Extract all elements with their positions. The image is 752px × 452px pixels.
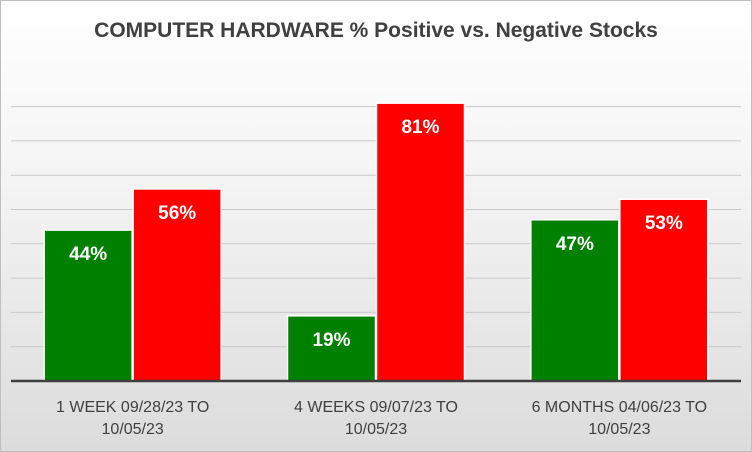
data-label: 53% [645, 213, 683, 234]
bar [619, 198, 709, 382]
data-label: 81% [401, 117, 439, 138]
category-label: 6 MONTHS 04/06/23 TO 10/05/23 [509, 397, 729, 441]
bar [375, 102, 466, 382]
data-label: 19% [312, 330, 350, 351]
data-label: 56% [158, 203, 196, 224]
data-label: 47% [556, 234, 594, 255]
category-label-line: 6 MONTHS 04/06/23 TO [531, 399, 708, 416]
category-label-line: 4 WEEKS 09/07/23 TO [294, 399, 458, 416]
bar [530, 219, 620, 382]
bar [286, 315, 377, 382]
category-label: 4 WEEKS 09/07/23 TO 10/05/23 [266, 397, 486, 441]
chart-title: COMPUTER HARDWARE % Positive vs. Negativ… [94, 19, 658, 42]
category-label-line: 1 WEEK 09/28/23 TO [56, 399, 210, 416]
category-label-line: 10/05/23 [588, 421, 651, 438]
data-label: 44% [69, 244, 107, 265]
category-label-line: 10/05/23 [344, 421, 408, 438]
category-label: 1 WEEK 09/28/23 TO 10/05/23 [23, 397, 243, 441]
category-label-line: 10/05/23 [101, 421, 164, 438]
bar [132, 188, 222, 382]
